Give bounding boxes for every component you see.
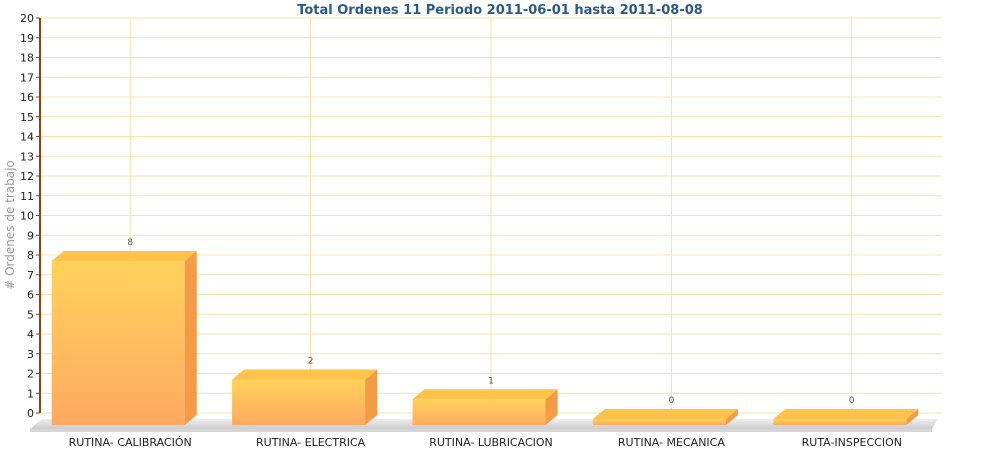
floor-edge xyxy=(30,429,932,432)
x-tick-label: RUTINA- ELECTRICA xyxy=(256,436,366,449)
bar-front xyxy=(51,261,185,425)
data-label: 8 xyxy=(127,238,133,248)
y-axis-label: # Ordenes de trabajo xyxy=(3,160,17,290)
y-tick-label: 15 xyxy=(20,111,34,124)
y-tick-label: 10 xyxy=(20,210,34,223)
bar-front xyxy=(412,399,546,425)
y-tick-label: 2 xyxy=(27,368,34,381)
y-tick-label: 6 xyxy=(27,289,34,302)
y-tick-label: 4 xyxy=(27,328,34,341)
y-tick-label: 17 xyxy=(20,71,34,84)
bar-side xyxy=(906,409,919,425)
x-tick-label: RUTINA- LUBRICACION xyxy=(429,436,553,449)
chart-title: Total Ordenes 11 Periodo 2011-06-01 hast… xyxy=(297,3,703,18)
bar-top xyxy=(592,409,738,419)
y-tick-label: 12 xyxy=(20,170,34,183)
y-tick-label: 11 xyxy=(20,190,34,203)
x-tick-label: RUTA-INSPECCION xyxy=(802,436,902,449)
y-tick-label: 9 xyxy=(27,229,34,242)
y-tick-label: 16 xyxy=(20,91,34,104)
bar xyxy=(592,409,738,425)
y-axis xyxy=(36,17,41,414)
data-label: 1 xyxy=(488,376,494,386)
bar xyxy=(51,251,197,425)
bar-side xyxy=(184,251,197,425)
data-label: 2 xyxy=(308,357,314,367)
bar-side xyxy=(725,409,738,425)
y-tick-label: 5 xyxy=(27,308,34,321)
y-tick-label: 13 xyxy=(20,150,34,163)
bar-top xyxy=(773,409,919,419)
bar xyxy=(773,409,919,425)
bar xyxy=(232,369,378,425)
y-tick-label: 7 xyxy=(27,269,34,282)
y-tick-label: 0 xyxy=(27,407,34,420)
bar-top xyxy=(232,369,378,380)
x-tick-label: RUTINA- MECANICA xyxy=(618,436,725,449)
y-tick-label: 3 xyxy=(27,348,34,361)
y-tick-label: 19 xyxy=(20,32,34,45)
data-label: 0 xyxy=(849,396,855,406)
bar-front xyxy=(592,419,726,425)
y-tick-label: 14 xyxy=(20,131,34,144)
bar-top xyxy=(51,251,197,261)
y-tick-label: 20 xyxy=(20,12,34,25)
y-tick-label: 1 xyxy=(27,387,34,400)
bar-front xyxy=(232,379,366,425)
y-tick-label: 8 xyxy=(27,249,34,262)
data-labels: 8 2 1 0 0 xyxy=(127,238,855,406)
bar-top xyxy=(412,389,558,400)
bar-front xyxy=(773,419,907,425)
bars xyxy=(51,251,919,425)
y-tick-label: 18 xyxy=(20,52,34,65)
data-label: 0 xyxy=(669,396,675,406)
bar-side xyxy=(365,369,378,425)
bar xyxy=(412,389,558,425)
x-tick-labels: RUTINA- CALIBRACIÓN RUTINA- ELECTRICA RUTI… xyxy=(69,436,902,449)
bar-side xyxy=(545,389,558,425)
x-tick-label: RUTINA- CALIBRACIÓN xyxy=(69,436,192,449)
